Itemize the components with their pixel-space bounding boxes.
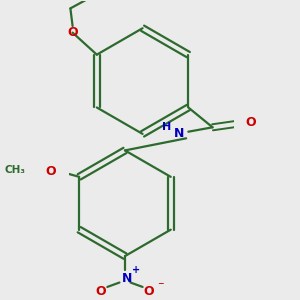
Text: O: O [144,285,154,298]
Text: N: N [122,272,132,285]
Text: ⁻: ⁻ [157,280,164,293]
Text: O: O [95,285,106,298]
Text: CH₃: CH₃ [4,165,25,175]
Text: O: O [67,26,78,39]
Text: +: + [132,266,140,275]
Text: O: O [45,165,56,178]
Text: O: O [246,116,256,129]
Text: N: N [174,128,185,140]
Text: H: H [162,122,171,132]
